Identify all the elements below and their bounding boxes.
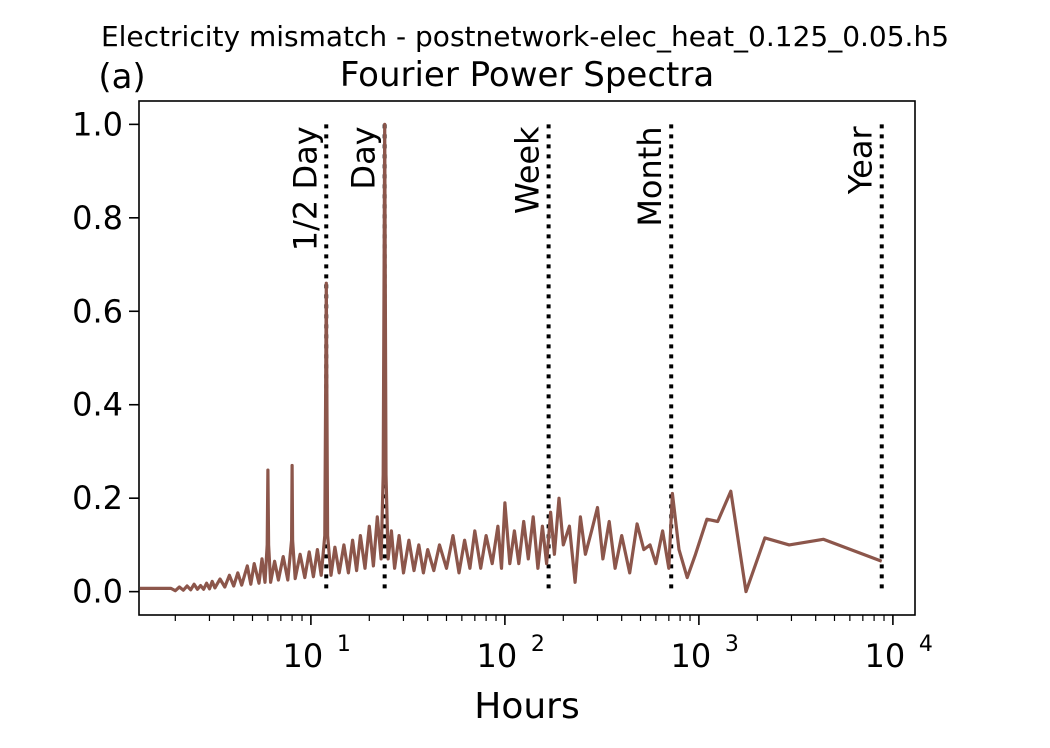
y-tick-label: 0.8 — [72, 199, 123, 237]
x-tick-label: 10 3 — [671, 632, 739, 675]
x-tick-exponent: 1 — [337, 632, 351, 657]
y-axis: 0.0 0.2 0.4 0.6 0.8 1.0 — [72, 105, 139, 611]
x-tick-exponent: 3 — [725, 632, 739, 657]
y-tick-label: 1.0 — [72, 105, 123, 143]
x-axis-label: Hours — [474, 686, 579, 727]
y-tick-label: 0.6 — [72, 292, 123, 330]
y-tick-label: 0.2 — [72, 479, 123, 517]
y-tick-label: 0.4 — [72, 386, 123, 424]
reference-labels: 1/2 Day Day Week Month Year — [286, 126, 879, 252]
x-axis: 10 1 10 2 10 3 10 4 — [174, 615, 933, 675]
x-tick-exponent: 2 — [531, 632, 545, 657]
figure-suptitle: Electricity mismatch - postnetwork-elec_… — [101, 20, 949, 53]
x-tick-base: 10 — [865, 637, 906, 675]
y-tick-label: 0.0 — [72, 573, 123, 611]
x-tick-label: 10 4 — [865, 632, 933, 675]
panel-label: (a) — [98, 57, 145, 97]
x-tick-label: 10 2 — [477, 632, 545, 675]
reference-line-label: Month — [631, 126, 669, 226]
reference-line-label: Week — [509, 126, 547, 214]
chart-title: Fourier Power Spectra — [340, 55, 714, 95]
reference-line-label: Year — [842, 126, 880, 196]
reference-lines — [324, 124, 884, 592]
x-tick-base: 10 — [477, 637, 518, 675]
x-tick-base: 10 — [671, 637, 712, 675]
plot-area-frame — [138, 100, 916, 616]
series-layer — [139, 122, 883, 594]
series-line-0 — [140, 122, 883, 594]
x-tick-exponent: 4 — [919, 632, 933, 657]
x-tick-label: 10 1 — [283, 632, 351, 675]
reference-line-label: Day — [345, 126, 383, 189]
reference-line-label: 1/2 Day — [286, 126, 324, 251]
x-tick-base: 10 — [283, 637, 324, 675]
